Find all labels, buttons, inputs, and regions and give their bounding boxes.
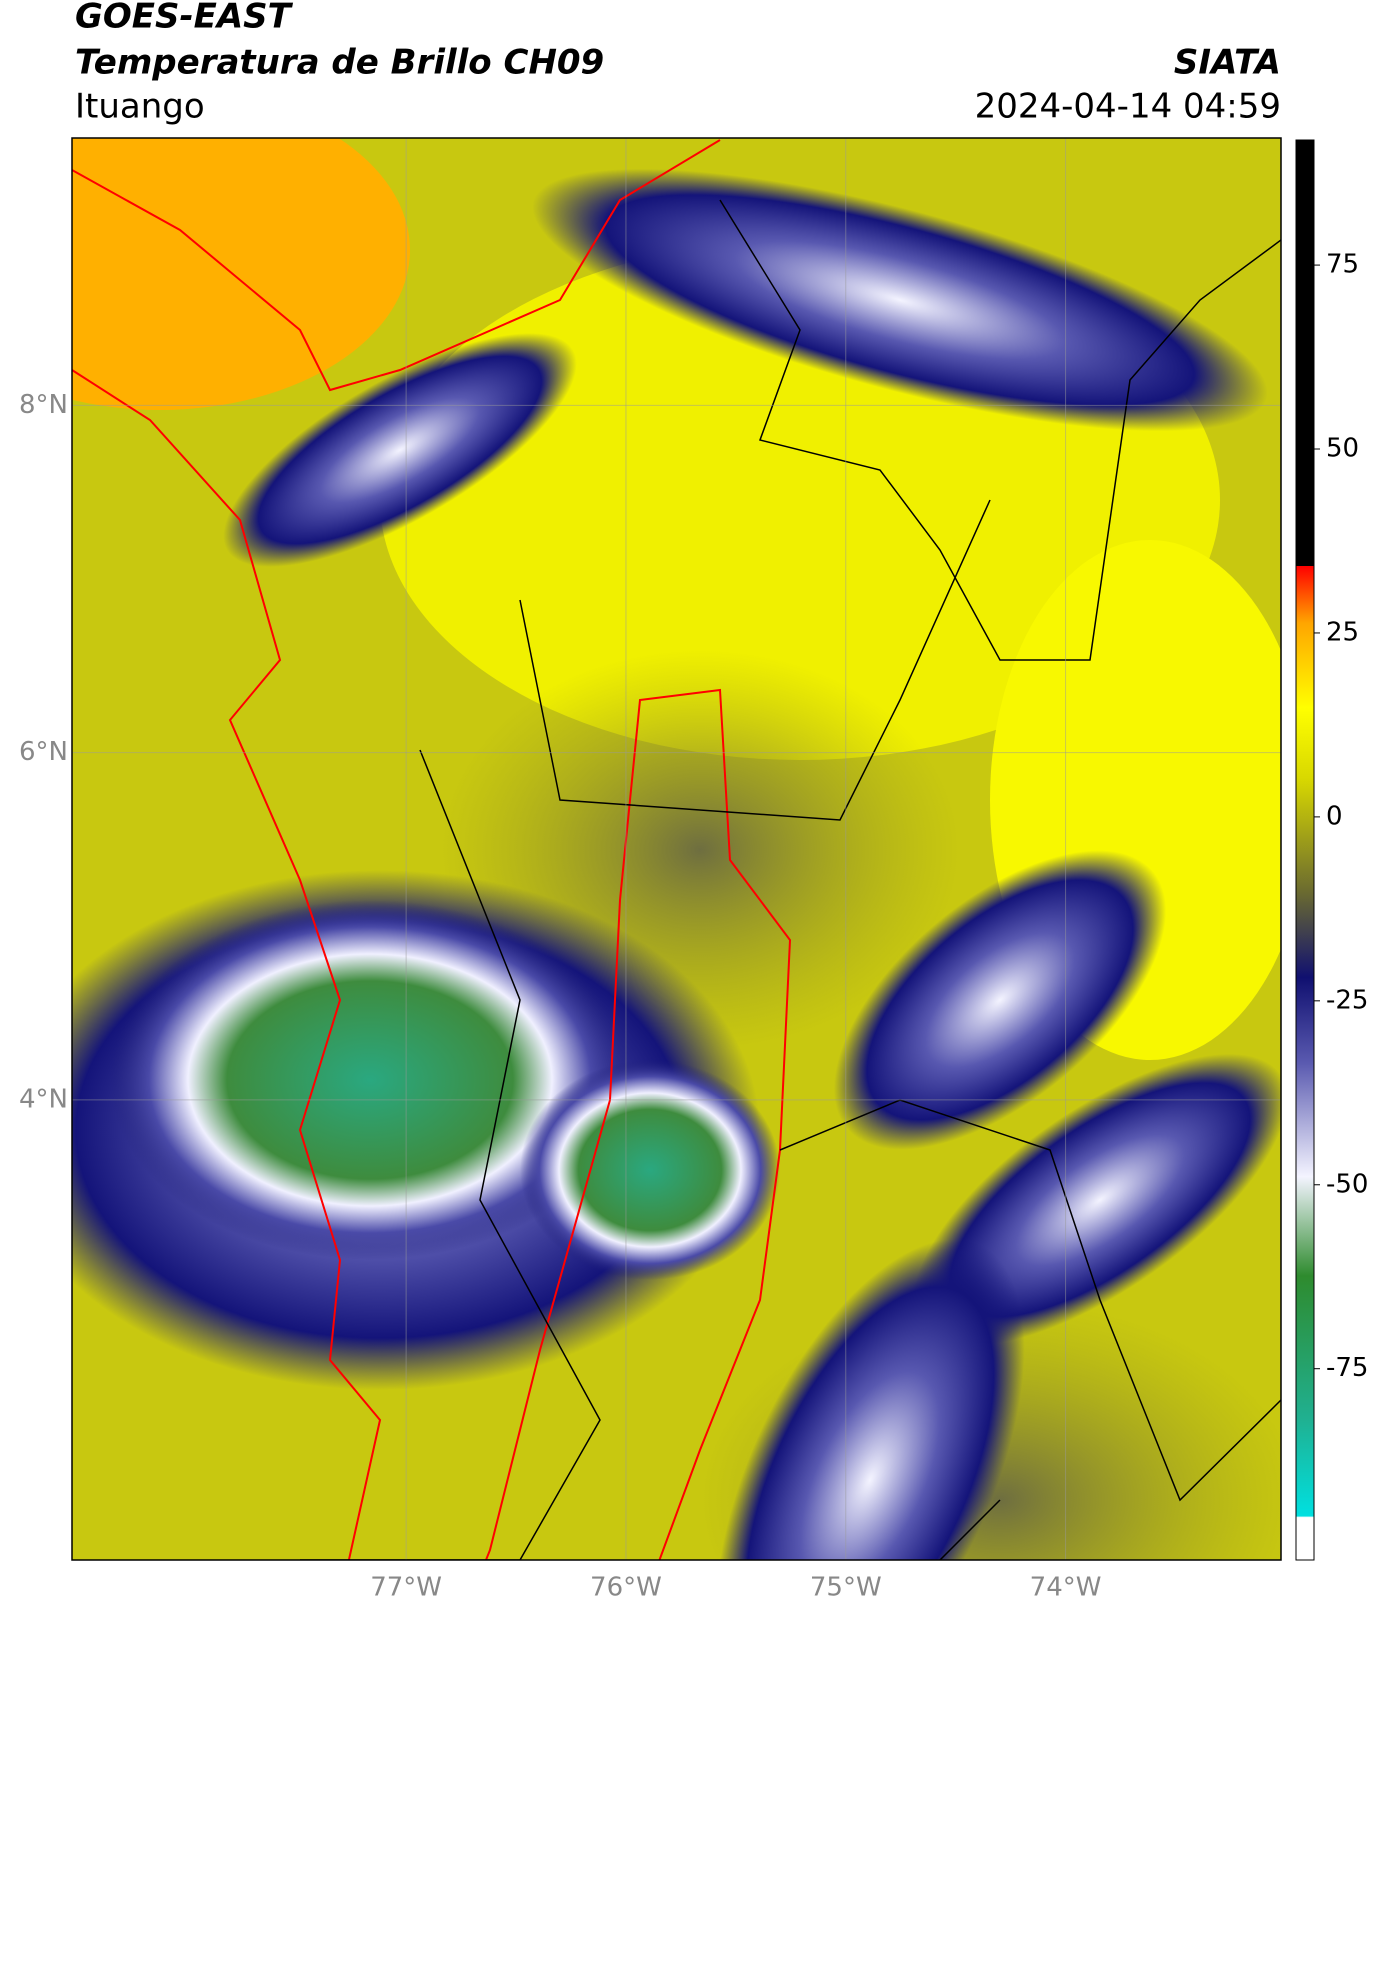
x-tick-label: 74°W	[1030, 1573, 1102, 1603]
region: Ituango	[75, 87, 205, 127]
map-frame	[71, 137, 1282, 1561]
y-tick-label: 4°N	[19, 1084, 68, 1114]
colorbar-tick-label: 0	[1326, 801, 1343, 831]
colorbar-tick-label: -25	[1326, 985, 1368, 1015]
source: SIATA	[1174, 43, 1281, 83]
colorbar-tick-label: -50	[1326, 1169, 1368, 1199]
colorbar	[1295, 139, 1315, 1561]
colorbar-tick-label: 50	[1326, 434, 1359, 464]
colorbar-tick-label: 25	[1326, 617, 1359, 647]
subtitle: Temperatura de Brillo CH09	[75, 43, 604, 83]
y-tick-label: 8°N	[19, 390, 68, 420]
graticule	[72, 138, 1281, 1560]
satellite-image	[72, 138, 1281, 1560]
title: GOES-EAST	[75, 0, 294, 37]
colorbar-tick-label: 75	[1326, 250, 1359, 280]
x-tick-label: 77°W	[370, 1573, 442, 1603]
x-tick-label: 75°W	[810, 1573, 882, 1603]
colorbar-tick-label: -75	[1326, 1353, 1368, 1383]
datetime: 2024-04-14 04:59	[975, 87, 1281, 127]
y-tick-label: 6°N	[19, 737, 68, 767]
x-tick-label: 76°W	[590, 1573, 662, 1603]
